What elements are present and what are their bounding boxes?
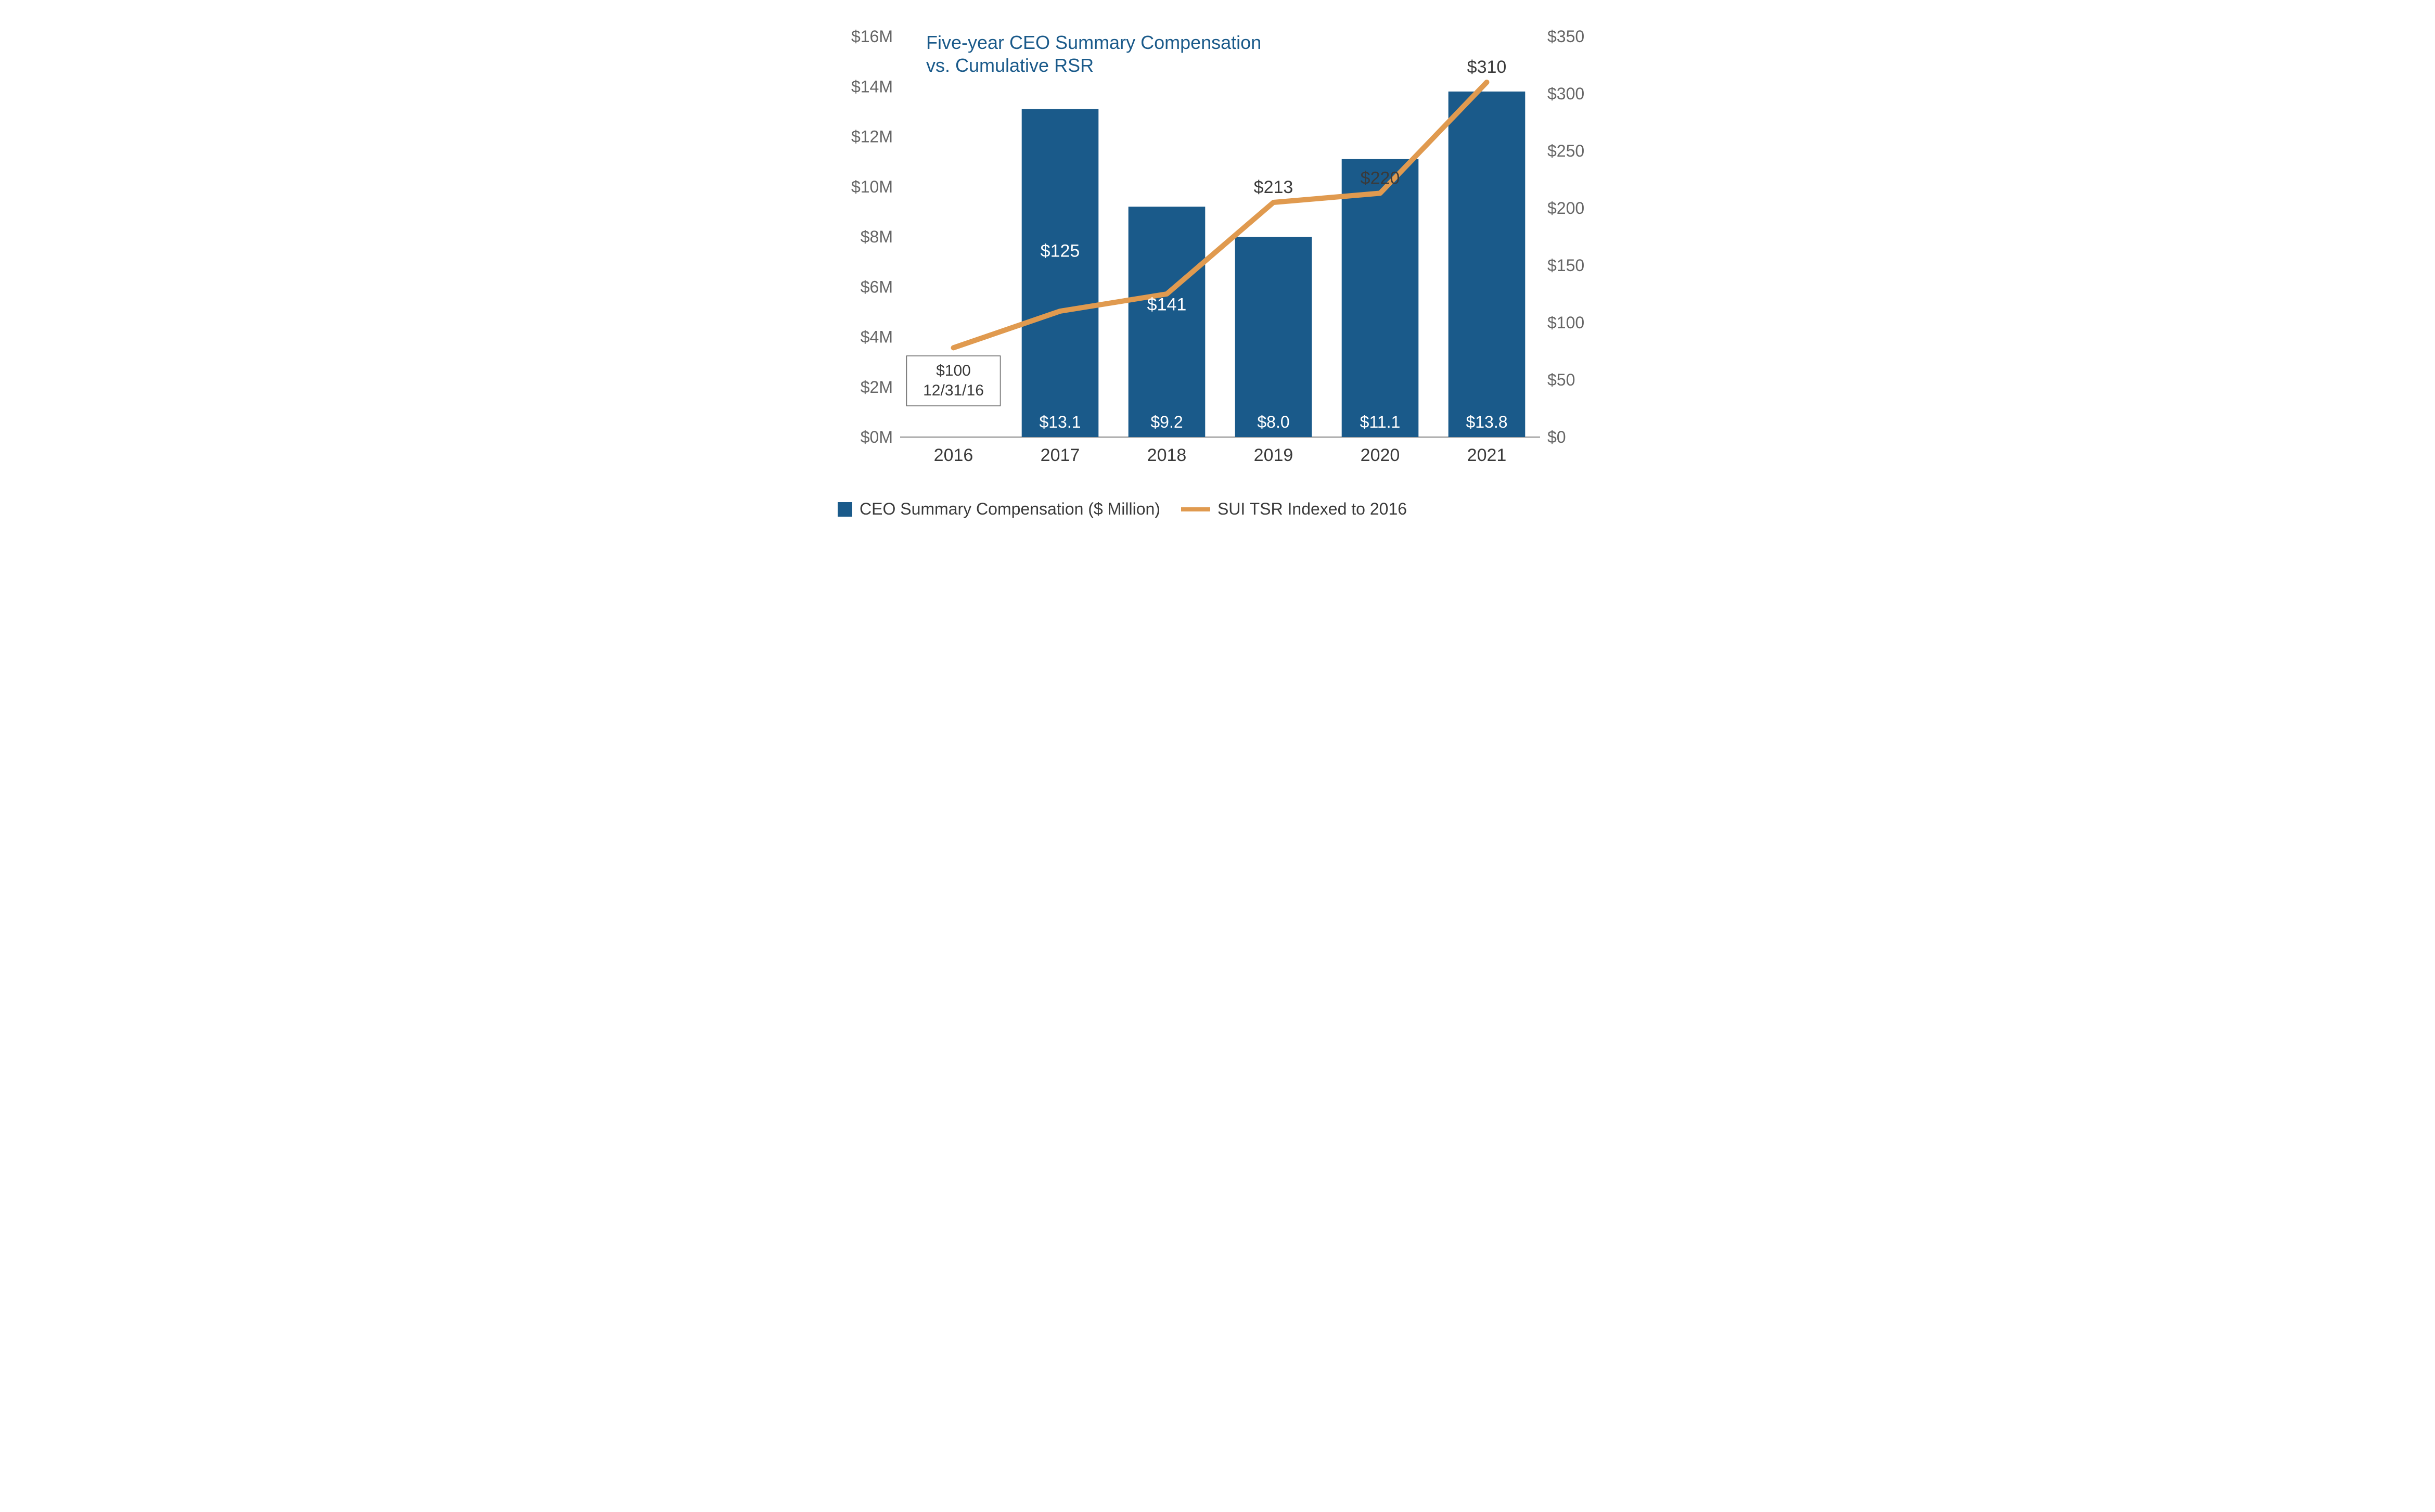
category-label: 2019 [1254,445,1293,465]
left-axis-tick-label: $8M [861,227,893,246]
chart-container: $0M $2M $4M $6M $8M $10M $12M $14M $16M $0 $50 $100… [838,21,1597,519]
bar [1022,109,1099,437]
chart-svg: $0M $2M $4M $6M $8M $10M $12M $14M $16M $0 $50 $100… [838,21,1597,489]
line-point-label: $141 [1147,294,1187,314]
left-axis-tick-label: $14M [851,77,893,96]
category-label: 2016 [934,445,973,465]
left-axis-tick-label: $16M [851,27,893,46]
right-axis-tick-label: $50 [1547,370,1575,389]
right-axis-tick-label: $100 [1547,313,1584,332]
chart-title-line1: Five-year CEO Summary Compensation [926,32,1261,53]
bar-value-label: $13.1 [1039,413,1081,431]
category-label: 2020 [1361,445,1400,465]
bar-value-label: $9.2 [1150,413,1183,431]
right-axis-tick-label: $300 [1547,84,1584,103]
legend: CEO Summary Compensation ($ Million) SUI… [838,499,1597,519]
legend-label-line: SUI TSR Indexed to 2016 [1218,499,1407,519]
bar [1129,207,1206,437]
right-axis-tick-label: $200 [1547,199,1584,217]
category-label: 2018 [1147,445,1187,465]
start-index-value: $100 [936,362,971,379]
line-point-label: $310 [1467,57,1507,77]
bar [1449,92,1526,437]
right-axis-tick-label: $150 [1547,256,1584,275]
bar-value-label: $8.0 [1257,413,1289,431]
left-axis-tick-label: $4M [861,328,893,347]
left-axis-tick-label: $12M [851,127,893,146]
start-index-date: 12/31/16 [923,382,984,399]
bar-value-label: $13.8 [1466,413,1507,431]
line-point-label: $125 [1041,241,1080,261]
right-axis-tick-label: $0 [1547,428,1566,446]
left-axis-tick-label: $6M [861,277,893,296]
right-axis-tick-label: $250 [1547,142,1584,160]
chart-title-line2: vs. Cumulative RSR [926,55,1094,76]
bar [1235,237,1312,437]
legend-swatch-line [1181,507,1210,511]
legend-swatch-bars [838,502,852,517]
legend-label-bars: CEO Summary Compensation ($ Million) [860,499,1160,519]
line-point-label: $220 [1361,168,1400,188]
left-axis-tick-label: $10M [851,177,893,196]
bar [1342,159,1419,437]
left-axis-tick-label: $2M [861,378,893,396]
line-point-label: $213 [1254,177,1293,197]
left-axis-tick-label: $0M [861,428,893,446]
bar-value-label: $11.1 [1360,413,1401,431]
right-axis-tick-label: $350 [1547,27,1584,46]
legend-item-bars: CEO Summary Compensation ($ Million) [838,499,1160,519]
legend-item-line: SUI TSR Indexed to 2016 [1181,499,1407,519]
category-label: 2021 [1467,445,1507,465]
category-label: 2017 [1041,445,1080,465]
